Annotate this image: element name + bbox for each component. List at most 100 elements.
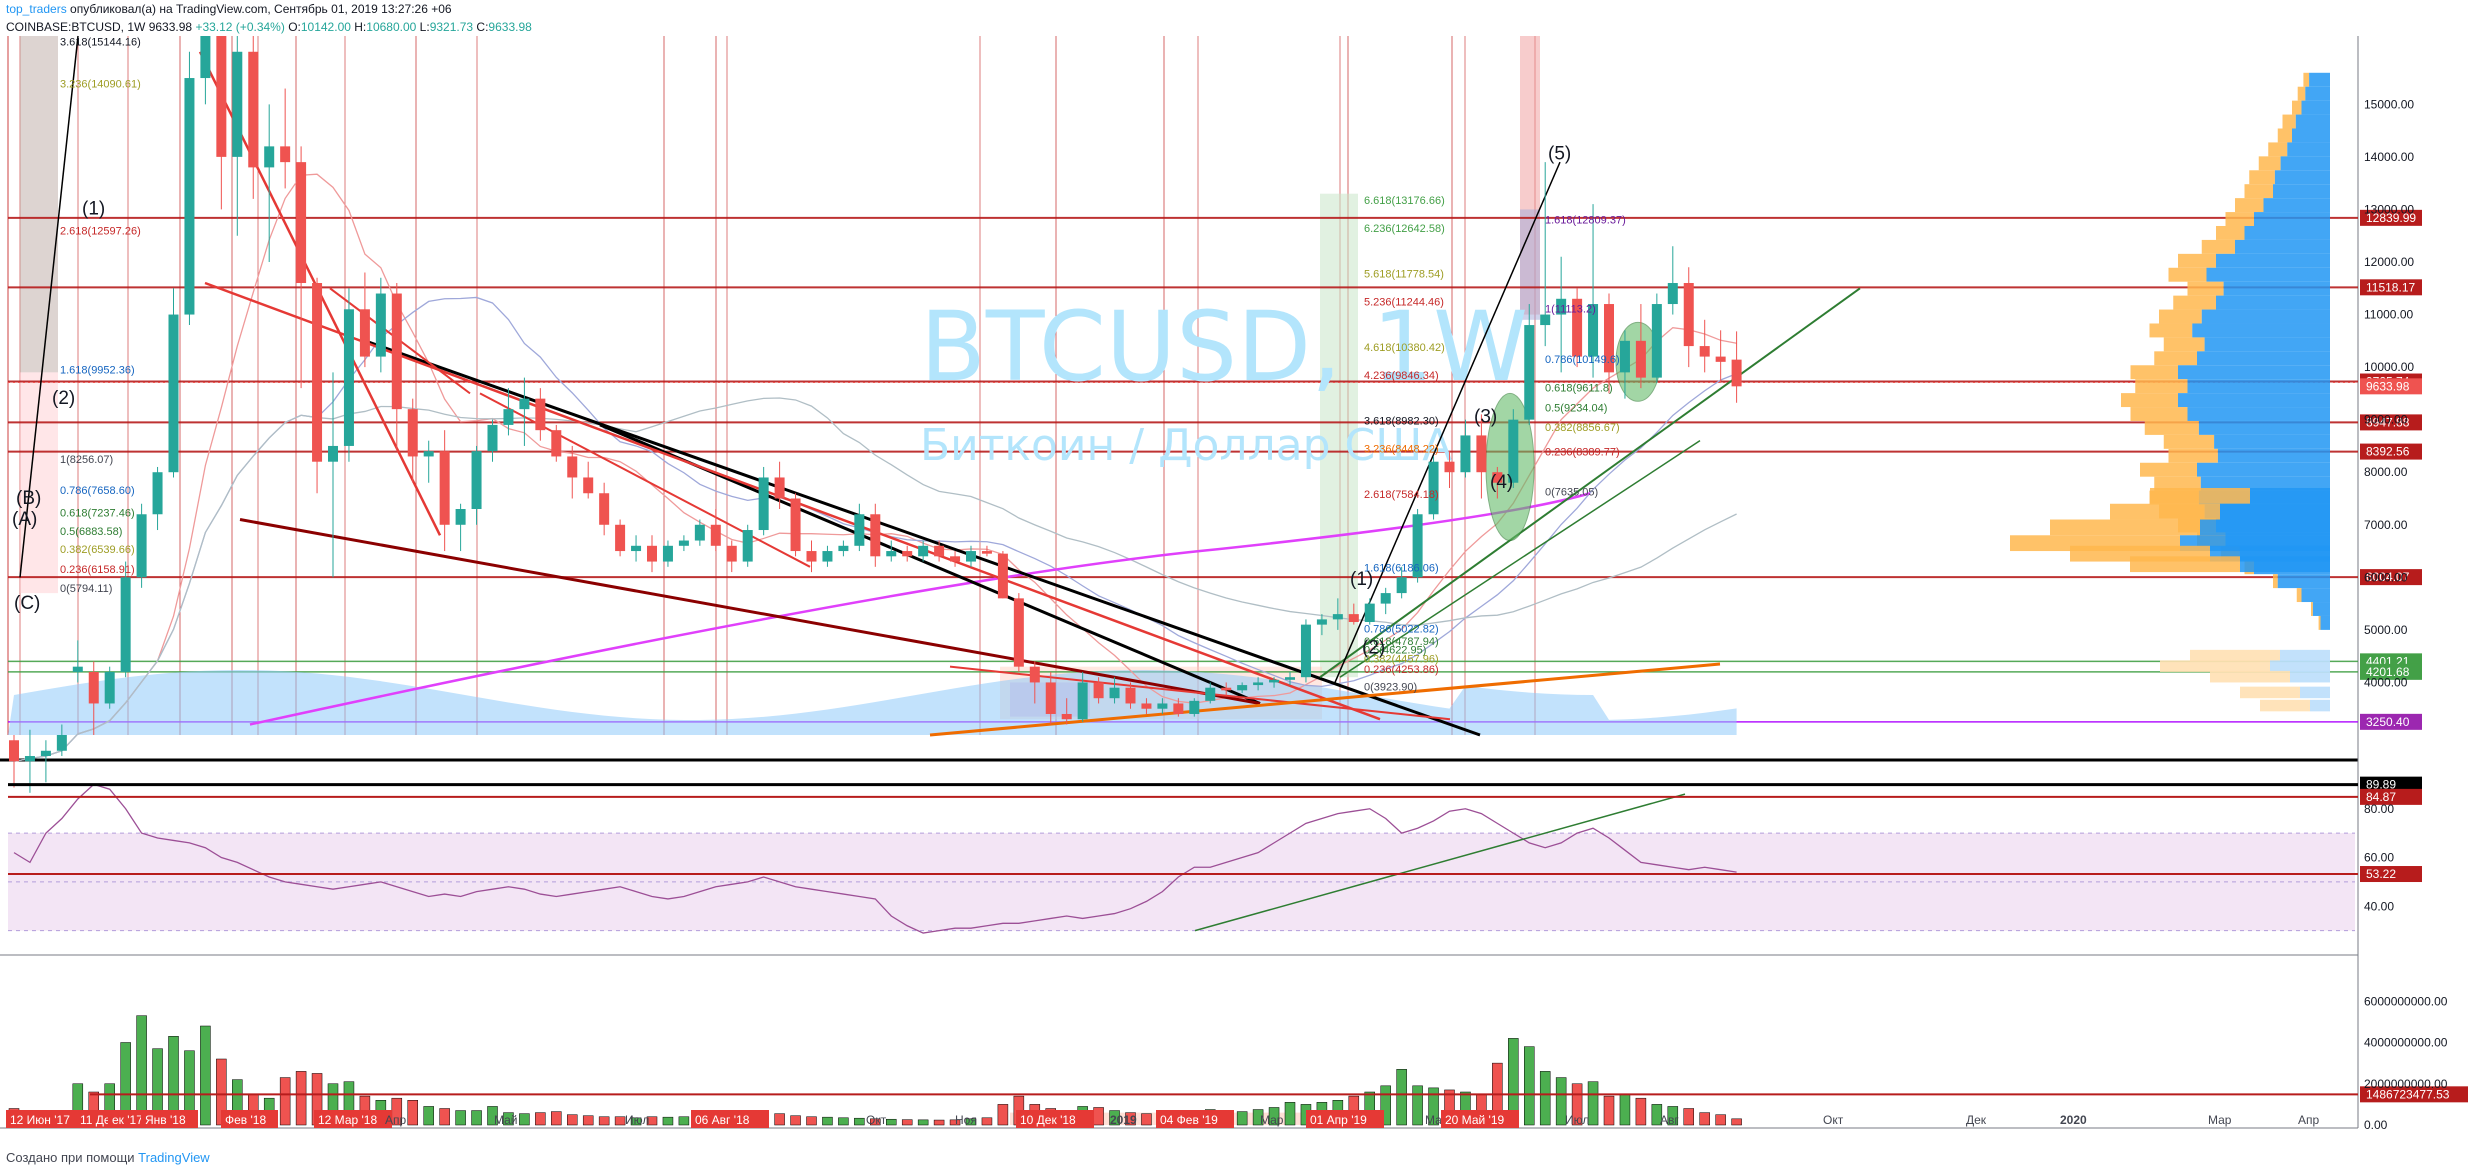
moving-average-line xyxy=(13,397,1737,762)
volume-bar xyxy=(1667,1106,1679,1126)
wave-labels: (5) (3) (4) (1) (2) (1) (2) (C) (B)(A) xyxy=(12,144,1571,659)
profile-bar-blue xyxy=(2320,615,2330,630)
long-moving-average xyxy=(249,492,1591,726)
profile-bar-blue xyxy=(2295,114,2330,129)
publisher-username[interactable]: top_traders xyxy=(6,2,67,16)
price-axis-label: 14000.00 xyxy=(2364,150,2414,164)
fib-retracement-label: 0.236(8389.77) xyxy=(1545,447,1620,459)
volume-bar xyxy=(614,1116,626,1126)
price-axis-label: 7000.00 xyxy=(2364,518,2408,532)
volume-bar xyxy=(1236,1111,1248,1126)
low-value: 9321.73 xyxy=(429,20,474,34)
volume-bar xyxy=(295,1071,307,1126)
price-axis-label: 5000.00 xyxy=(2364,623,2408,637)
fib-zone-blue xyxy=(1520,209,1540,320)
profile-bar-orange xyxy=(2216,225,2245,240)
time-tag xyxy=(221,1110,278,1128)
volume-bar xyxy=(471,1110,482,1126)
time-tag xyxy=(1016,1110,1094,1128)
high-value: 10680.00 xyxy=(366,20,417,34)
profile-bar-blue xyxy=(2250,487,2330,504)
fib-extension-label: 0.786(5022.82) xyxy=(1364,624,1439,636)
price-axis-label: 12000.00 xyxy=(2364,255,2414,269)
volume-bar xyxy=(582,1115,594,1126)
fib-extension-label: 6.236(12642.58) xyxy=(1364,223,1445,235)
tradingview-link[interactable]: TradingView xyxy=(138,1150,210,1165)
volume-bar xyxy=(1412,1085,1423,1126)
time-axis-label: 12 Мар '18 xyxy=(318,1113,377,1127)
candle-down xyxy=(599,493,610,525)
profile-bar-blue xyxy=(2254,212,2330,226)
time-axis-label: 06 Авг '18 xyxy=(695,1113,750,1127)
candle-down xyxy=(950,556,961,562)
volume-bar xyxy=(1093,1107,1104,1126)
close-value: 9633.98 xyxy=(488,20,532,34)
profile-bar-orange xyxy=(2140,462,2197,477)
candle-up xyxy=(1364,603,1375,623)
profile-bar-orange xyxy=(2244,184,2273,199)
time-axis-label: 20 Май '19 xyxy=(1445,1113,1504,1127)
last-price: 9633.98 xyxy=(148,20,193,34)
candle-up xyxy=(1428,461,1439,515)
profile-bar-orange xyxy=(2154,351,2197,366)
fib-extension-label: 0.236(4253.86) xyxy=(1364,664,1439,676)
fib-retracement-label: 0.618(9611.8) xyxy=(1545,383,1613,395)
price-axis-label: 4000.00 xyxy=(2364,675,2408,689)
profile-bar-blue xyxy=(2263,198,2330,213)
time-axis-label: 04 Фев '19 xyxy=(1160,1113,1218,1127)
profile-bar-blue xyxy=(2280,156,2330,171)
watermark-title: BTCUSD, 1W xyxy=(920,291,1528,403)
profile-bar-orange xyxy=(2178,253,2216,268)
candle-up xyxy=(631,545,642,552)
elliott-wave-label: (A) xyxy=(12,509,37,530)
candle-up xyxy=(72,666,83,672)
volume-overlay-area xyxy=(8,670,1737,735)
fib-left-label: 1(8256.07) xyxy=(60,454,113,466)
candle-down xyxy=(1125,687,1136,704)
candle-up xyxy=(1189,700,1200,714)
volume-bar xyxy=(838,1117,849,1126)
profile-bar-orange xyxy=(2130,556,2240,573)
candle-up xyxy=(232,51,243,157)
price-axis[interactable]: 12839.9911518.179725.749633.988947.88839… xyxy=(2360,97,2468,1132)
profile-bar-orange xyxy=(2110,503,2220,520)
candle-down xyxy=(1348,614,1359,623)
price-axis-label: 9000.00 xyxy=(2364,413,2408,427)
candle-down xyxy=(567,456,578,478)
time-axis-label: Июл xyxy=(625,1113,649,1127)
price-tag xyxy=(2360,279,2422,296)
profile-bar-blue xyxy=(2270,660,2330,672)
candle-up xyxy=(343,309,354,446)
time-axis-label: Апр xyxy=(385,1113,407,1127)
profile-bar-blue xyxy=(2310,699,2330,712)
candle-down xyxy=(902,551,913,557)
close-label: C: xyxy=(476,20,489,34)
candle-down xyxy=(870,514,881,557)
profile-bar-blue xyxy=(2280,649,2330,662)
candle-down xyxy=(407,409,418,457)
publish-info: опубликовал(а) на TradingView.com, Сентя… xyxy=(70,2,452,16)
volume-bar xyxy=(1651,1104,1663,1126)
candle-up xyxy=(184,78,195,315)
footer: Создано при помощи TradingView xyxy=(6,1150,210,1165)
volume-overlay xyxy=(8,670,1737,735)
fibonacci-labels: 6.618(13176.66) 6.236(12642.58) 5.618(1177… xyxy=(60,36,1626,693)
candle-down xyxy=(647,545,657,562)
symbol-name[interactable]: COINBASE:BTCUSD, 1W xyxy=(6,20,146,34)
volume-bar xyxy=(997,1104,1009,1126)
time-axis-label: 2020 xyxy=(2060,1113,2087,1127)
fib-extension-label: 2.618(7584.18) xyxy=(1364,489,1439,501)
candle-down xyxy=(1045,682,1056,714)
price-tag-label: 3250.40 xyxy=(2366,715,2410,729)
volume-bar xyxy=(790,1115,801,1126)
profile-bar-orange xyxy=(2173,295,2216,310)
volume-bar xyxy=(1539,1071,1551,1126)
candle-up xyxy=(1412,514,1423,578)
candle-up xyxy=(104,671,115,704)
low-label: L: xyxy=(419,20,430,34)
profile-bar-orange xyxy=(2258,156,2281,171)
volume-bar xyxy=(646,1116,658,1126)
volume-bar xyxy=(1587,1081,1599,1126)
